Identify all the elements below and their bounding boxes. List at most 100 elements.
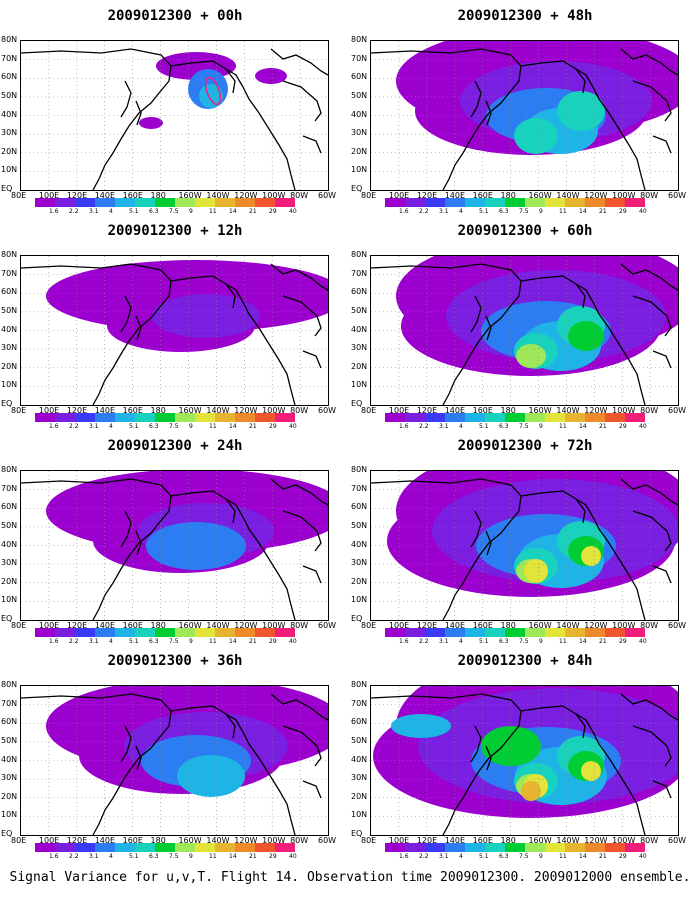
colorbar-swatch	[135, 843, 155, 852]
coastline	[485, 530, 492, 556]
coastline	[520, 705, 646, 835]
lon-tick-label: 160E	[122, 621, 143, 630]
colorbar-swatch	[585, 843, 605, 852]
lat-tick-label: 20N	[1, 576, 18, 586]
colorbar-label: 11	[559, 638, 567, 645]
coastline	[225, 283, 236, 309]
coastline	[170, 275, 296, 405]
lon-tick-label: 60W	[318, 406, 337, 415]
lon-tick-label: 80W	[640, 836, 659, 845]
colorbar-label: 3.1	[439, 208, 449, 215]
lat-tick-label: 30N	[1, 558, 18, 568]
coastline	[270, 48, 328, 76]
colorbar-label: 40	[639, 208, 647, 215]
colorbar-label: 29	[269, 638, 277, 645]
colorbar-label: 40	[639, 423, 647, 430]
lon-tick-label: 120E	[66, 621, 88, 630]
colorbar-swatch	[525, 628, 545, 637]
colorbar-label: 14	[579, 638, 587, 645]
colorbar-swatch	[405, 198, 425, 207]
lon-tick-label: 140E	[94, 621, 116, 630]
lon-tick-label: 100E	[388, 836, 410, 845]
lon-tick-label: 120W	[234, 621, 258, 630]
colorbar-label: 14	[579, 208, 587, 215]
coastline	[575, 68, 586, 94]
lat-tick-label: 60N	[351, 502, 368, 512]
colorbar-swatch	[175, 628, 195, 637]
lon-tick-label: 120E	[416, 621, 438, 630]
lon-tick-label: 80W	[290, 621, 309, 630]
colorbar-swatch	[175, 198, 195, 207]
panel-title: 2009012300 + 60h	[457, 223, 593, 239]
colorbar-swatch	[425, 843, 445, 852]
lat-tick-label: 10N	[1, 810, 18, 820]
lat-tick-label: 70N	[351, 698, 368, 708]
map-panel: 2009012300 + 84h 80N 70N 60N 50N 40N 30N 20N 10N…	[350, 645, 700, 860]
coastline	[520, 275, 646, 405]
coastline	[270, 263, 328, 291]
colorbar-label: 11	[559, 423, 567, 430]
colorbar-label: 6.3	[499, 208, 509, 215]
lon-tick-label: 140W	[206, 191, 230, 200]
colorbar-label: 21	[249, 638, 257, 645]
coastline	[282, 510, 322, 552]
colorbar-label: 3.1	[89, 208, 99, 215]
lat-tick-label: 30N	[1, 343, 18, 353]
lon-tick-label: 140E	[444, 191, 466, 200]
coastline	[135, 530, 142, 556]
colorbar-label: 40	[289, 853, 297, 860]
lat-tick-label: 50N	[351, 735, 368, 745]
colorbar-label: 6.3	[499, 423, 509, 430]
lat-tick-label: 40N	[351, 754, 368, 764]
coastline	[575, 498, 586, 524]
colorbar-label: 40	[639, 638, 647, 645]
coastline	[652, 135, 672, 154]
colorbar-label: 14	[579, 423, 587, 430]
colorbar-swatch	[605, 413, 625, 422]
colorbar-label: 40	[289, 638, 297, 645]
contour-fill	[255, 68, 287, 84]
colorbar-label: 14	[229, 853, 237, 860]
map-panel: 2009012300 + 60h 80N 70N 60N 50N 40N 30N 20N 10N…	[350, 215, 700, 430]
colorbar-label: 29	[269, 423, 277, 430]
colorbar-label: 9	[189, 638, 193, 645]
colorbar-swatch	[605, 843, 625, 852]
colorbar-label: 11	[209, 208, 217, 215]
colorbar-label: 2.2	[419, 423, 429, 430]
coastline	[135, 100, 142, 126]
colorbar-swatch	[155, 198, 175, 207]
colorbar-label: 4	[109, 638, 113, 645]
colorbar-label: 21	[249, 853, 257, 860]
lon-tick-label: 140W	[206, 406, 230, 415]
colorbar-swatch	[115, 843, 135, 852]
lon-tick-label: 80E	[361, 836, 377, 845]
colorbar-label: 4	[109, 423, 113, 430]
lat-tick-label: EQ	[351, 184, 363, 193]
colorbar	[35, 628, 295, 637]
lat-tick-label: 70N	[351, 483, 368, 493]
variance-field	[21, 471, 328, 620]
colorbar-swatch	[275, 843, 295, 852]
lat-tick-label: 40N	[351, 539, 368, 549]
lat-tick-label: 20N	[351, 146, 368, 156]
colorbar-label: 3.1	[439, 423, 449, 430]
lat-tick-label: 60N	[1, 287, 18, 297]
colorbar-label: 6.3	[149, 423, 159, 430]
map-plot	[20, 685, 329, 836]
lat-tick-label: EQ	[1, 614, 13, 623]
lon-tick-label: 60W	[668, 836, 687, 845]
colorbar-label: 2.2	[419, 208, 429, 215]
lon-tick-label: 160E	[122, 406, 143, 415]
lon-tick-label: 160E	[122, 836, 143, 845]
lat-tick-label: 80N	[1, 465, 18, 474]
colorbar-swatch	[75, 413, 95, 422]
lon-tick-label: 140E	[444, 836, 466, 845]
lat-tick-label: 70N	[1, 698, 18, 708]
lon-tick-label: 160E	[472, 191, 493, 200]
colorbar-swatch	[215, 628, 235, 637]
lat-tick-label: 50N	[351, 305, 368, 315]
lon-tick-label: 140W	[556, 621, 580, 630]
lon-tick-label: 100E	[38, 191, 60, 200]
panel-title: 2009012300 + 84h	[457, 653, 593, 669]
colorbar-swatch	[385, 413, 405, 422]
